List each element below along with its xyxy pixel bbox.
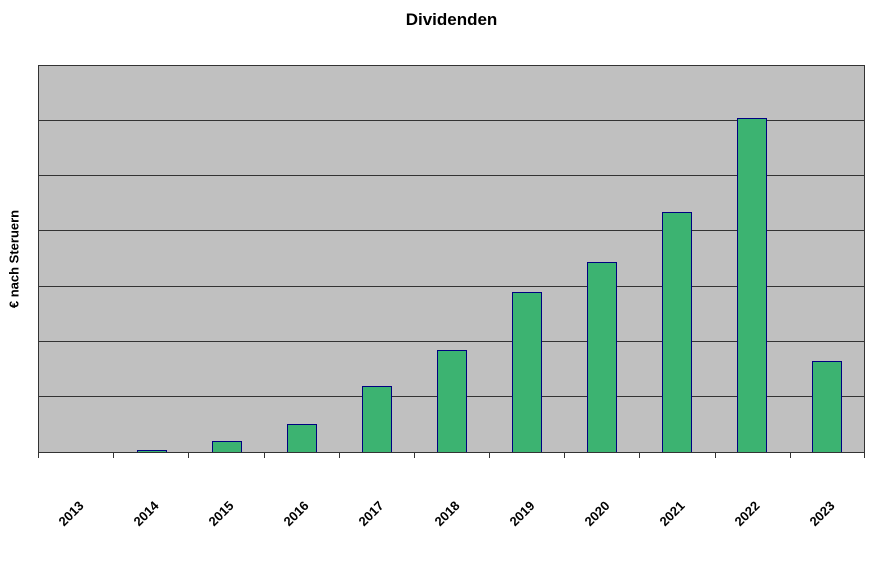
x-axis-tick [188,453,190,458]
plot-area [38,65,865,453]
x-axis-label-2022: 2022 [731,498,763,530]
bar-2023 [811,361,842,452]
x-axis-label-2020: 2020 [581,498,613,530]
bar-2020 [586,261,617,452]
x-axis-tick [263,453,265,458]
x-axis-tick [413,453,415,458]
bar-2017 [361,385,392,452]
x-axis-label-2019: 2019 [506,498,538,530]
x-axis-tick [564,453,566,458]
x-axis-label-2016: 2016 [280,498,312,530]
bar-2016 [286,424,317,452]
x-axis-tick [864,453,865,458]
x-axis-ticks [38,453,865,459]
x-axis-tick [338,453,340,458]
x-axis-tick [789,453,791,458]
x-axis-tick [639,453,641,458]
x-axis-label-2017: 2017 [355,498,387,530]
bar-2014 [136,449,167,452]
gridline [39,230,864,232]
x-axis-label-2023: 2023 [806,498,839,530]
x-axis-tick [489,453,491,458]
gridline [39,285,864,287]
bar-2019 [511,292,542,452]
x-axis-label-2018: 2018 [431,498,463,530]
x-axis-label-2015: 2015 [205,498,237,530]
gridline [39,120,864,122]
bar-2021 [661,212,692,452]
x-axis-tick [714,453,716,458]
y-axis-title: € nach Steruern [6,209,22,309]
bar-2018 [436,350,467,452]
gridline [39,340,864,342]
x-axis-tick [113,453,115,458]
bar-2015 [211,440,242,452]
gridline [39,175,864,177]
chart-title: Dividenden [405,10,498,29]
x-axis-tick [38,453,39,458]
x-axis-labels: 2013 2014 2015 2016 2017 2018 2019 2020 2021 2022… [38,453,865,563]
x-axis-label-2021: 2021 [656,498,688,530]
bar-2022 [736,118,767,452]
x-axis-label-2013: 2013 [55,498,87,530]
x-axis-label-2014: 2014 [130,498,162,530]
